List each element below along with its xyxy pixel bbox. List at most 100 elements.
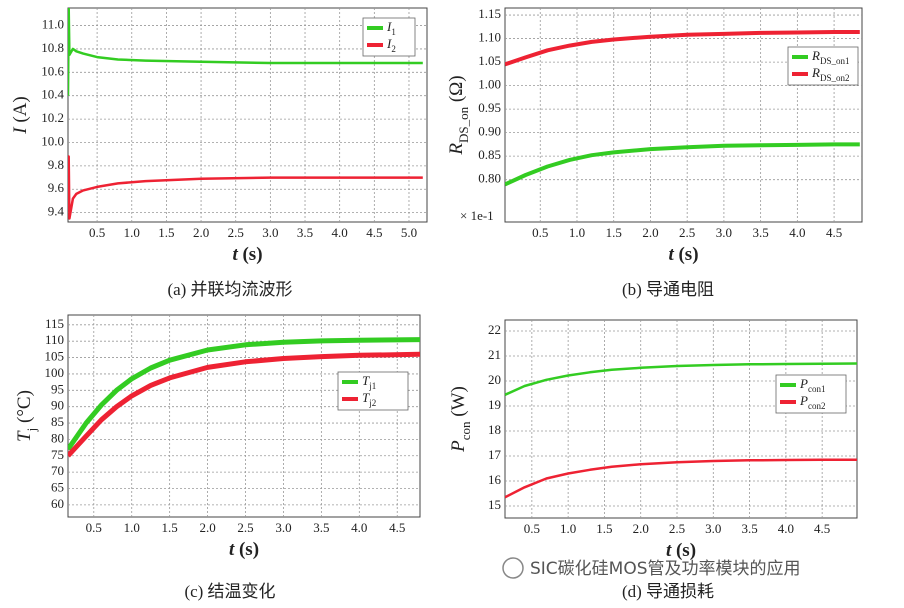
y-tick-label: 9.8 <box>48 157 64 172</box>
x-tick-label: 1.5 <box>158 225 174 240</box>
x-tick-label: 2.5 <box>669 521 685 536</box>
axis-annotation: × 1e-1 <box>460 208 494 223</box>
y-tick-label: 60 <box>51 496 64 511</box>
x-tick-label: 4.5 <box>366 225 382 240</box>
y-axis-label: Tj (°C) <box>14 390 39 442</box>
y-tick-label: 0.90 <box>478 124 501 139</box>
series-line <box>68 351 420 458</box>
y-axis-label: RDS_on (Ω) <box>446 75 471 155</box>
x-tick-label: 2.0 <box>193 225 209 240</box>
legend-label: RDS_on1 <box>811 48 849 66</box>
y-tick-label: 85 <box>51 414 64 429</box>
series-line <box>505 30 860 67</box>
plot-area <box>504 7 863 223</box>
x-tick-label: 1.5 <box>606 225 622 240</box>
x-tick-label: 1.0 <box>569 225 585 240</box>
x-tick-label: 3.0 <box>705 521 721 536</box>
y-tick-label: 10.0 <box>41 133 64 148</box>
y-tick-label: 10.8 <box>41 40 64 55</box>
x-tick-label: 2.5 <box>679 225 695 240</box>
series-line <box>68 155 423 220</box>
y-tick-label: 19 <box>488 397 501 412</box>
y-axis-label: I (A) <box>10 96 31 134</box>
y-tick-label: 90 <box>51 398 64 413</box>
y-tick-label: 10.4 <box>41 87 64 102</box>
x-axis-label: t (s) <box>666 540 696 561</box>
series-line <box>68 337 420 451</box>
x-tick-label: 1.0 <box>560 521 576 536</box>
x-axis-label: t (s) <box>229 539 259 560</box>
y-tick-label: 115 <box>45 316 64 331</box>
y-tick-label: 11.0 <box>42 17 64 32</box>
series-line <box>68 8 423 96</box>
plot-area <box>67 314 421 518</box>
legend-label: Tj1 <box>362 373 376 391</box>
legend-label: RDS_on2 <box>811 65 849 83</box>
legend-box <box>362 17 416 57</box>
x-tick-label: 1.5 <box>162 520 178 535</box>
caption: (c) 结温变化 <box>184 582 275 601</box>
x-tick-label: 3.5 <box>741 521 757 536</box>
series-line <box>505 458 857 499</box>
y-tick-label: 15 <box>488 497 501 512</box>
y-tick-label: 1.05 <box>478 53 501 68</box>
y-tick-label: 95 <box>51 381 64 396</box>
y-tick-label: 110 <box>45 332 64 347</box>
legend-box <box>337 371 409 411</box>
x-tick-label: 4.0 <box>778 521 794 536</box>
x-tick-label: 3.5 <box>753 225 769 240</box>
x-tick-label: 1.0 <box>124 225 140 240</box>
y-tick-label: 10.2 <box>41 110 64 125</box>
legend-label: Pcon1 <box>799 376 825 394</box>
legend-label: I2 <box>386 36 396 54</box>
x-tick-label: 5.0 <box>401 225 417 240</box>
legend-label: Pcon2 <box>799 393 825 411</box>
y-tick-label: 22 <box>488 322 501 337</box>
series-line <box>505 142 860 187</box>
x-tick-label: 2.5 <box>228 225 244 240</box>
y-tick-label: 100 <box>45 365 65 380</box>
series-line <box>505 362 857 396</box>
plot-area <box>504 319 858 519</box>
y-tick-label: 1.00 <box>478 77 501 92</box>
x-tick-label: 3.5 <box>297 225 313 240</box>
x-axis-label: t (s) <box>232 244 262 265</box>
x-tick-label: 4.5 <box>814 521 830 536</box>
y-axis-label: Pcon (W) <box>448 386 473 453</box>
x-tick-label: 3.0 <box>716 225 732 240</box>
x-tick-label: 2.5 <box>237 520 253 535</box>
x-tick-label: 0.5 <box>524 521 540 536</box>
x-tick-label: 0.5 <box>89 225 105 240</box>
y-tick-label: 20 <box>488 372 501 387</box>
legend-box <box>775 374 847 414</box>
y-tick-label: 0.95 <box>478 100 501 115</box>
x-tick-label: 2.0 <box>642 225 658 240</box>
y-tick-label: 18 <box>488 422 501 437</box>
y-tick-label: 1.10 <box>478 30 501 45</box>
x-axis-label: t (s) <box>668 244 698 265</box>
x-tick-label: 4.0 <box>789 225 805 240</box>
x-tick-label: 0.5 <box>86 520 102 535</box>
y-tick-label: 0.80 <box>478 171 501 186</box>
x-tick-label: 2.0 <box>199 520 215 535</box>
caption: (a) 并联均流波形 <box>167 280 292 299</box>
x-tick-label: 3.0 <box>262 225 278 240</box>
y-tick-label: 9.4 <box>48 204 65 219</box>
legend-box <box>787 46 859 86</box>
legend-label: Tj2 <box>362 390 376 408</box>
watermark: SIC碳化硅MOS管及功率模块的应用 <box>530 559 801 579</box>
x-tick-label: 4.0 <box>351 520 367 535</box>
y-tick-label: 70 <box>51 463 64 478</box>
y-tick-label: 65 <box>51 480 64 495</box>
x-tick-label: 3.5 <box>313 520 329 535</box>
x-tick-label: 4.0 <box>332 225 348 240</box>
caption: (b) 导通电阻 <box>622 280 714 299</box>
y-tick-label: 16 <box>488 472 502 487</box>
caption: (d) 导通损耗 <box>622 582 714 601</box>
y-tick-label: 17 <box>488 447 502 462</box>
y-tick-label: 75 <box>51 447 64 462</box>
y-tick-label: 105 <box>45 349 65 364</box>
x-tick-label: 4.5 <box>826 225 842 240</box>
y-tick-label: 0.85 <box>478 147 501 162</box>
